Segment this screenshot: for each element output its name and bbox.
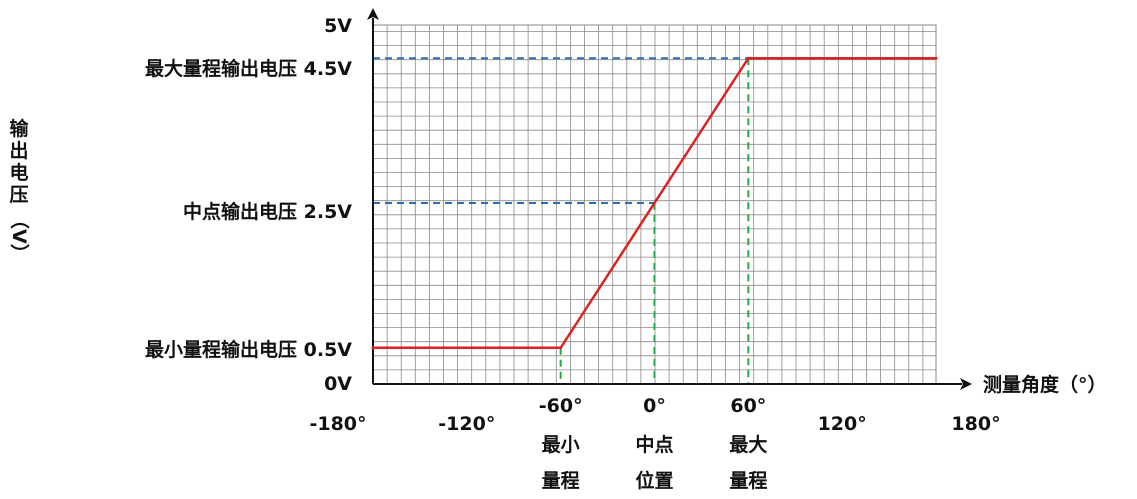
x-tick-label: -120° xyxy=(438,413,495,435)
x-tick-label: -60° xyxy=(539,395,583,417)
y-axis-label-unit: （V） xyxy=(8,210,30,263)
labels-layer: 5V 0V 最大量程输出电压 4.5V 中点输出电压 2.5V 最小量程输出电压 0.5… xyxy=(145,15,1107,492)
annotation-mid-x-label-line2: 位置 xyxy=(635,469,673,492)
series-line xyxy=(373,56,936,350)
x-tick-label: 180° xyxy=(951,413,1000,435)
annotation-max-x-label-line1: 最大 xyxy=(729,433,767,456)
data-point xyxy=(371,346,375,350)
x-axis-arrow xyxy=(960,378,972,390)
series-layer xyxy=(371,56,938,350)
y-axis-label-text: 输出电压 xyxy=(9,118,29,206)
x-tick-label: -180° xyxy=(309,413,366,435)
annotation-mid-x-label-line1: 中点 xyxy=(635,433,673,456)
annotation-min-x-label-line2: 量程 xyxy=(542,470,580,492)
data-point xyxy=(746,56,750,60)
axes xyxy=(367,8,972,390)
guide-lines xyxy=(373,57,750,384)
y-tick-5v: 5V xyxy=(324,15,352,37)
x-tick-label: 0° xyxy=(643,395,666,417)
x-tick-label: 120° xyxy=(818,413,867,435)
x-axis-label: 测量角度（°） xyxy=(983,373,1107,396)
annotation-min-y-label: 最小量程输出电压 0.5V xyxy=(145,338,352,361)
data-point xyxy=(559,346,563,350)
annotation-max-x-label-line2: 量程 xyxy=(729,470,767,492)
x-tick-label: 60° xyxy=(730,395,766,417)
y-tick-0v: 0V xyxy=(324,373,352,395)
y-axis-arrow xyxy=(367,8,379,20)
y-axis-label: 输出电压 （V） xyxy=(4,118,34,263)
data-point xyxy=(934,56,938,60)
annotation-min-x-label-line1: 最小 xyxy=(542,434,580,456)
annotation-max-y-label: 最大量程输出电压 4.5V xyxy=(145,57,352,80)
annotation-mid-y-label: 中点输出电压 2.5V xyxy=(183,200,352,223)
